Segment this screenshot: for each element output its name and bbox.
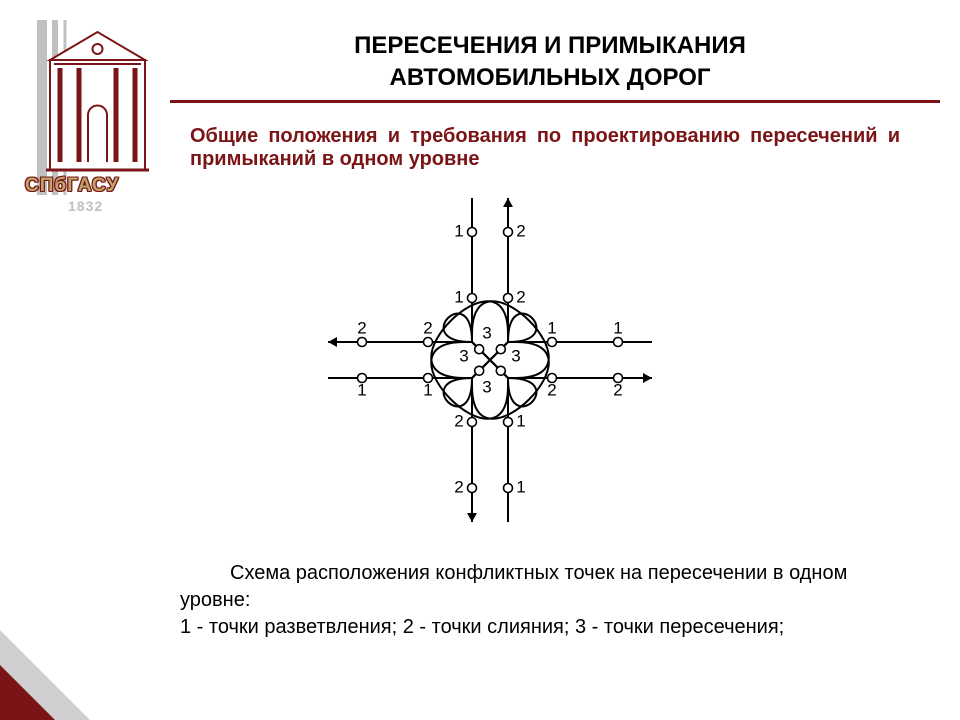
svg-text:1: 1: [454, 221, 463, 240]
title-line-1: ПЕРЕСЕЧЕНИЯ И ПРИМЫКАНИЯ: [354, 32, 746, 59]
svg-text:1: 1: [357, 380, 366, 399]
org-logo: СПбГАСУ 1832: [10, 0, 165, 215]
svg-text:1: 1: [423, 380, 432, 399]
org-acronym: СПбГАСУ: [25, 175, 119, 197]
svg-text:1: 1: [516, 411, 525, 430]
svg-text:2: 2: [547, 380, 556, 399]
svg-text:1: 1: [547, 318, 556, 337]
svg-text:2: 2: [454, 411, 463, 430]
org-year: 1832: [68, 198, 103, 214]
svg-text:2: 2: [357, 318, 366, 337]
corner-accent-maroon: [0, 665, 55, 720]
svg-text:2: 2: [516, 221, 525, 240]
page-title: ПЕРЕСЕЧЕНИЯ И ПРИМЫКАНИЯ АВТОМОБИЛЬНЫХ Д…: [180, 30, 920, 95]
svg-text:3: 3: [459, 346, 468, 365]
svg-text:3: 3: [482, 377, 491, 396]
svg-text:1: 1: [516, 477, 525, 496]
caption-line-1: Схема расположения конфликтных точек на …: [180, 560, 900, 614]
title-underline: [170, 100, 940, 103]
title-line-2: АВТОМОБИЛЬНЫХ ДОРОГ: [390, 64, 711, 91]
caption-line-2: 1 - точки разветвления; 2 - точки слияни…: [180, 616, 784, 638]
svg-text:3: 3: [482, 323, 491, 342]
svg-text:1: 1: [613, 318, 622, 337]
diagram-caption: Схема расположения конфликтных точек на …: [180, 560, 900, 641]
svg-text:2: 2: [516, 287, 525, 306]
svg-text:1: 1: [454, 287, 463, 306]
svg-text:2: 2: [454, 477, 463, 496]
svg-text:2: 2: [423, 318, 432, 337]
svg-text:3: 3: [511, 346, 520, 365]
svg-text:2: 2: [613, 380, 622, 399]
conflict-points-diagram: 12211221211221123333: [270, 185, 710, 530]
section-subtitle: Общие положения и требования по проектир…: [190, 125, 900, 171]
